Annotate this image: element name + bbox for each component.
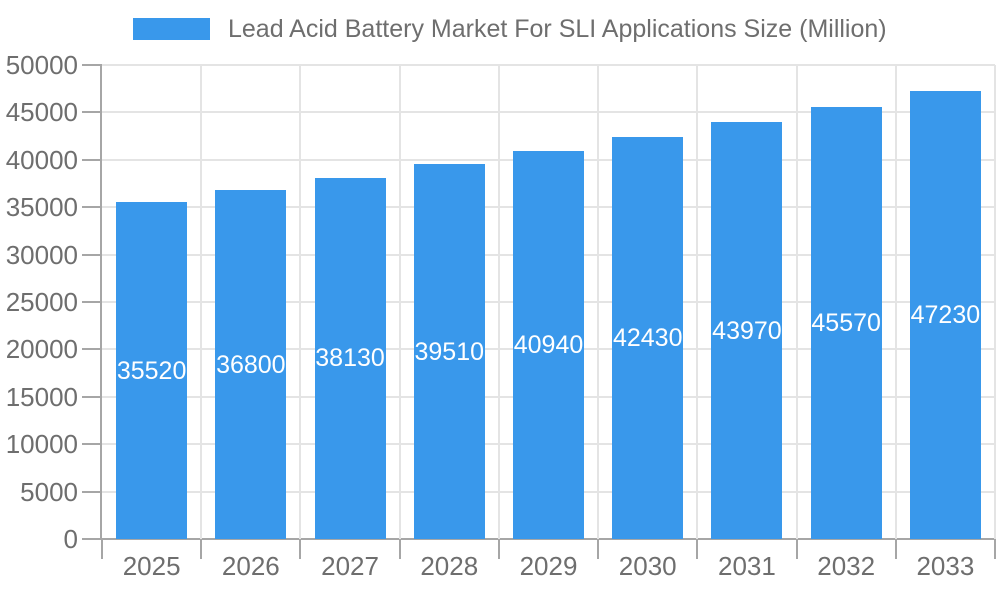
- x-axis-tick: [497, 539, 500, 559]
- bar-2030[interactable]: [612, 136, 684, 539]
- bar-value-label: 35520: [116, 356, 187, 385]
- bar-value-label: 40940: [513, 330, 584, 359]
- h-gridline: [102, 64, 995, 66]
- y-axis-tick: [82, 64, 102, 66]
- y-axis-tick-label: 0: [63, 524, 78, 554]
- y-axis-tick: [82, 111, 102, 114]
- bar-2031[interactable]: [711, 122, 783, 539]
- x-axis-tick-label: 2025: [122, 551, 181, 581]
- y-axis-tick-label: 10000: [5, 429, 78, 460]
- x-axis-line: [100, 538, 995, 540]
- v-gridline: [200, 65, 203, 539]
- bar-value-label: 39510: [414, 337, 485, 366]
- x-axis-tick-label: 2029: [519, 551, 578, 581]
- legend[interactable]: Lead Acid Battery Market For SLI Applica…: [133, 14, 887, 44]
- y-axis-tick: [82, 301, 102, 303]
- bar-2029[interactable]: [513, 150, 584, 539]
- x-axis-tick-label: 2031: [718, 551, 776, 581]
- bar-2027[interactable]: [314, 177, 386, 539]
- v-gridline: [597, 65, 600, 539]
- x-axis-tick: [101, 539, 103, 559]
- plot-area: 35520 36800 38130 39510 40940 42430 43970 45570…: [102, 64, 996, 539]
- y-axis-tick: [82, 395, 102, 398]
- y-axis-tick: [82, 158, 102, 161]
- y-axis-tick-label: 50000: [5, 50, 78, 80]
- bar-2025[interactable]: [116, 202, 188, 539]
- x-axis-tick: [696, 539, 699, 559]
- y-axis-tick-label: 20000: [5, 334, 78, 365]
- bar-value-label: 38130: [315, 344, 385, 373]
- x-axis-tick-label: 2032: [817, 551, 876, 581]
- v-gridline: [299, 65, 302, 539]
- y-axis-tick: [82, 490, 102, 493]
- h-gridline: [102, 111, 995, 114]
- y-axis-tick-label: 25000: [5, 287, 78, 317]
- bar-value-label: 45570: [811, 308, 881, 337]
- x-axis-tick: [994, 539, 996, 559]
- y-axis-tick: [82, 538, 102, 540]
- legend-label: Lead Acid Battery Market For SLI Applica…: [228, 14, 887, 43]
- v-gridline: [696, 65, 699, 539]
- bar-2033[interactable]: [909, 91, 981, 539]
- x-axis-tick-label: 2028: [420, 551, 479, 581]
- bar-value-label: 36800: [216, 350, 286, 379]
- y-axis-tick: [82, 443, 102, 446]
- y-axis-tick-label: 35000: [5, 192, 78, 223]
- x-axis-tick-label: 2033: [916, 551, 975, 581]
- bar-value-label: 43970: [712, 316, 782, 345]
- x-axis-tick: [200, 539, 203, 559]
- x-axis-tick-label: 2027: [321, 551, 379, 581]
- bar-2026[interactable]: [215, 190, 287, 539]
- x-axis-tick: [398, 539, 401, 559]
- x-axis-tick: [894, 539, 897, 559]
- y-axis-tick: [82, 348, 102, 351]
- y-axis-tick-label: 15000: [5, 381, 78, 412]
- bar-2032[interactable]: [810, 106, 882, 539]
- bar-2028[interactable]: [413, 164, 485, 539]
- x-axis-tick: [597, 539, 600, 559]
- y-axis-tick: [82, 206, 102, 209]
- bar-value-label: 42430: [612, 323, 683, 352]
- y-axis-tick-label: 30000: [5, 239, 78, 270]
- x-axis-tick: [795, 539, 798, 559]
- bar-value-label: 47230: [910, 301, 981, 330]
- x-axis-tick-label: 2026: [221, 551, 280, 581]
- y-axis-tick-label: 40000: [5, 144, 78, 175]
- y-axis-tick-label: 45000: [5, 97, 78, 128]
- y-axis-tick: [82, 253, 102, 256]
- x-axis-tick-label: 2030: [618, 551, 677, 581]
- v-gridline: [497, 65, 500, 539]
- v-gridline: [994, 65, 996, 539]
- v-gridline: [398, 65, 401, 539]
- v-gridline: [795, 65, 798, 539]
- y-axis-tick-label: 5000: [20, 476, 78, 507]
- legend-swatch[interactable]: [133, 18, 210, 40]
- x-axis-tick: [299, 539, 302, 559]
- v-gridline: [894, 65, 897, 539]
